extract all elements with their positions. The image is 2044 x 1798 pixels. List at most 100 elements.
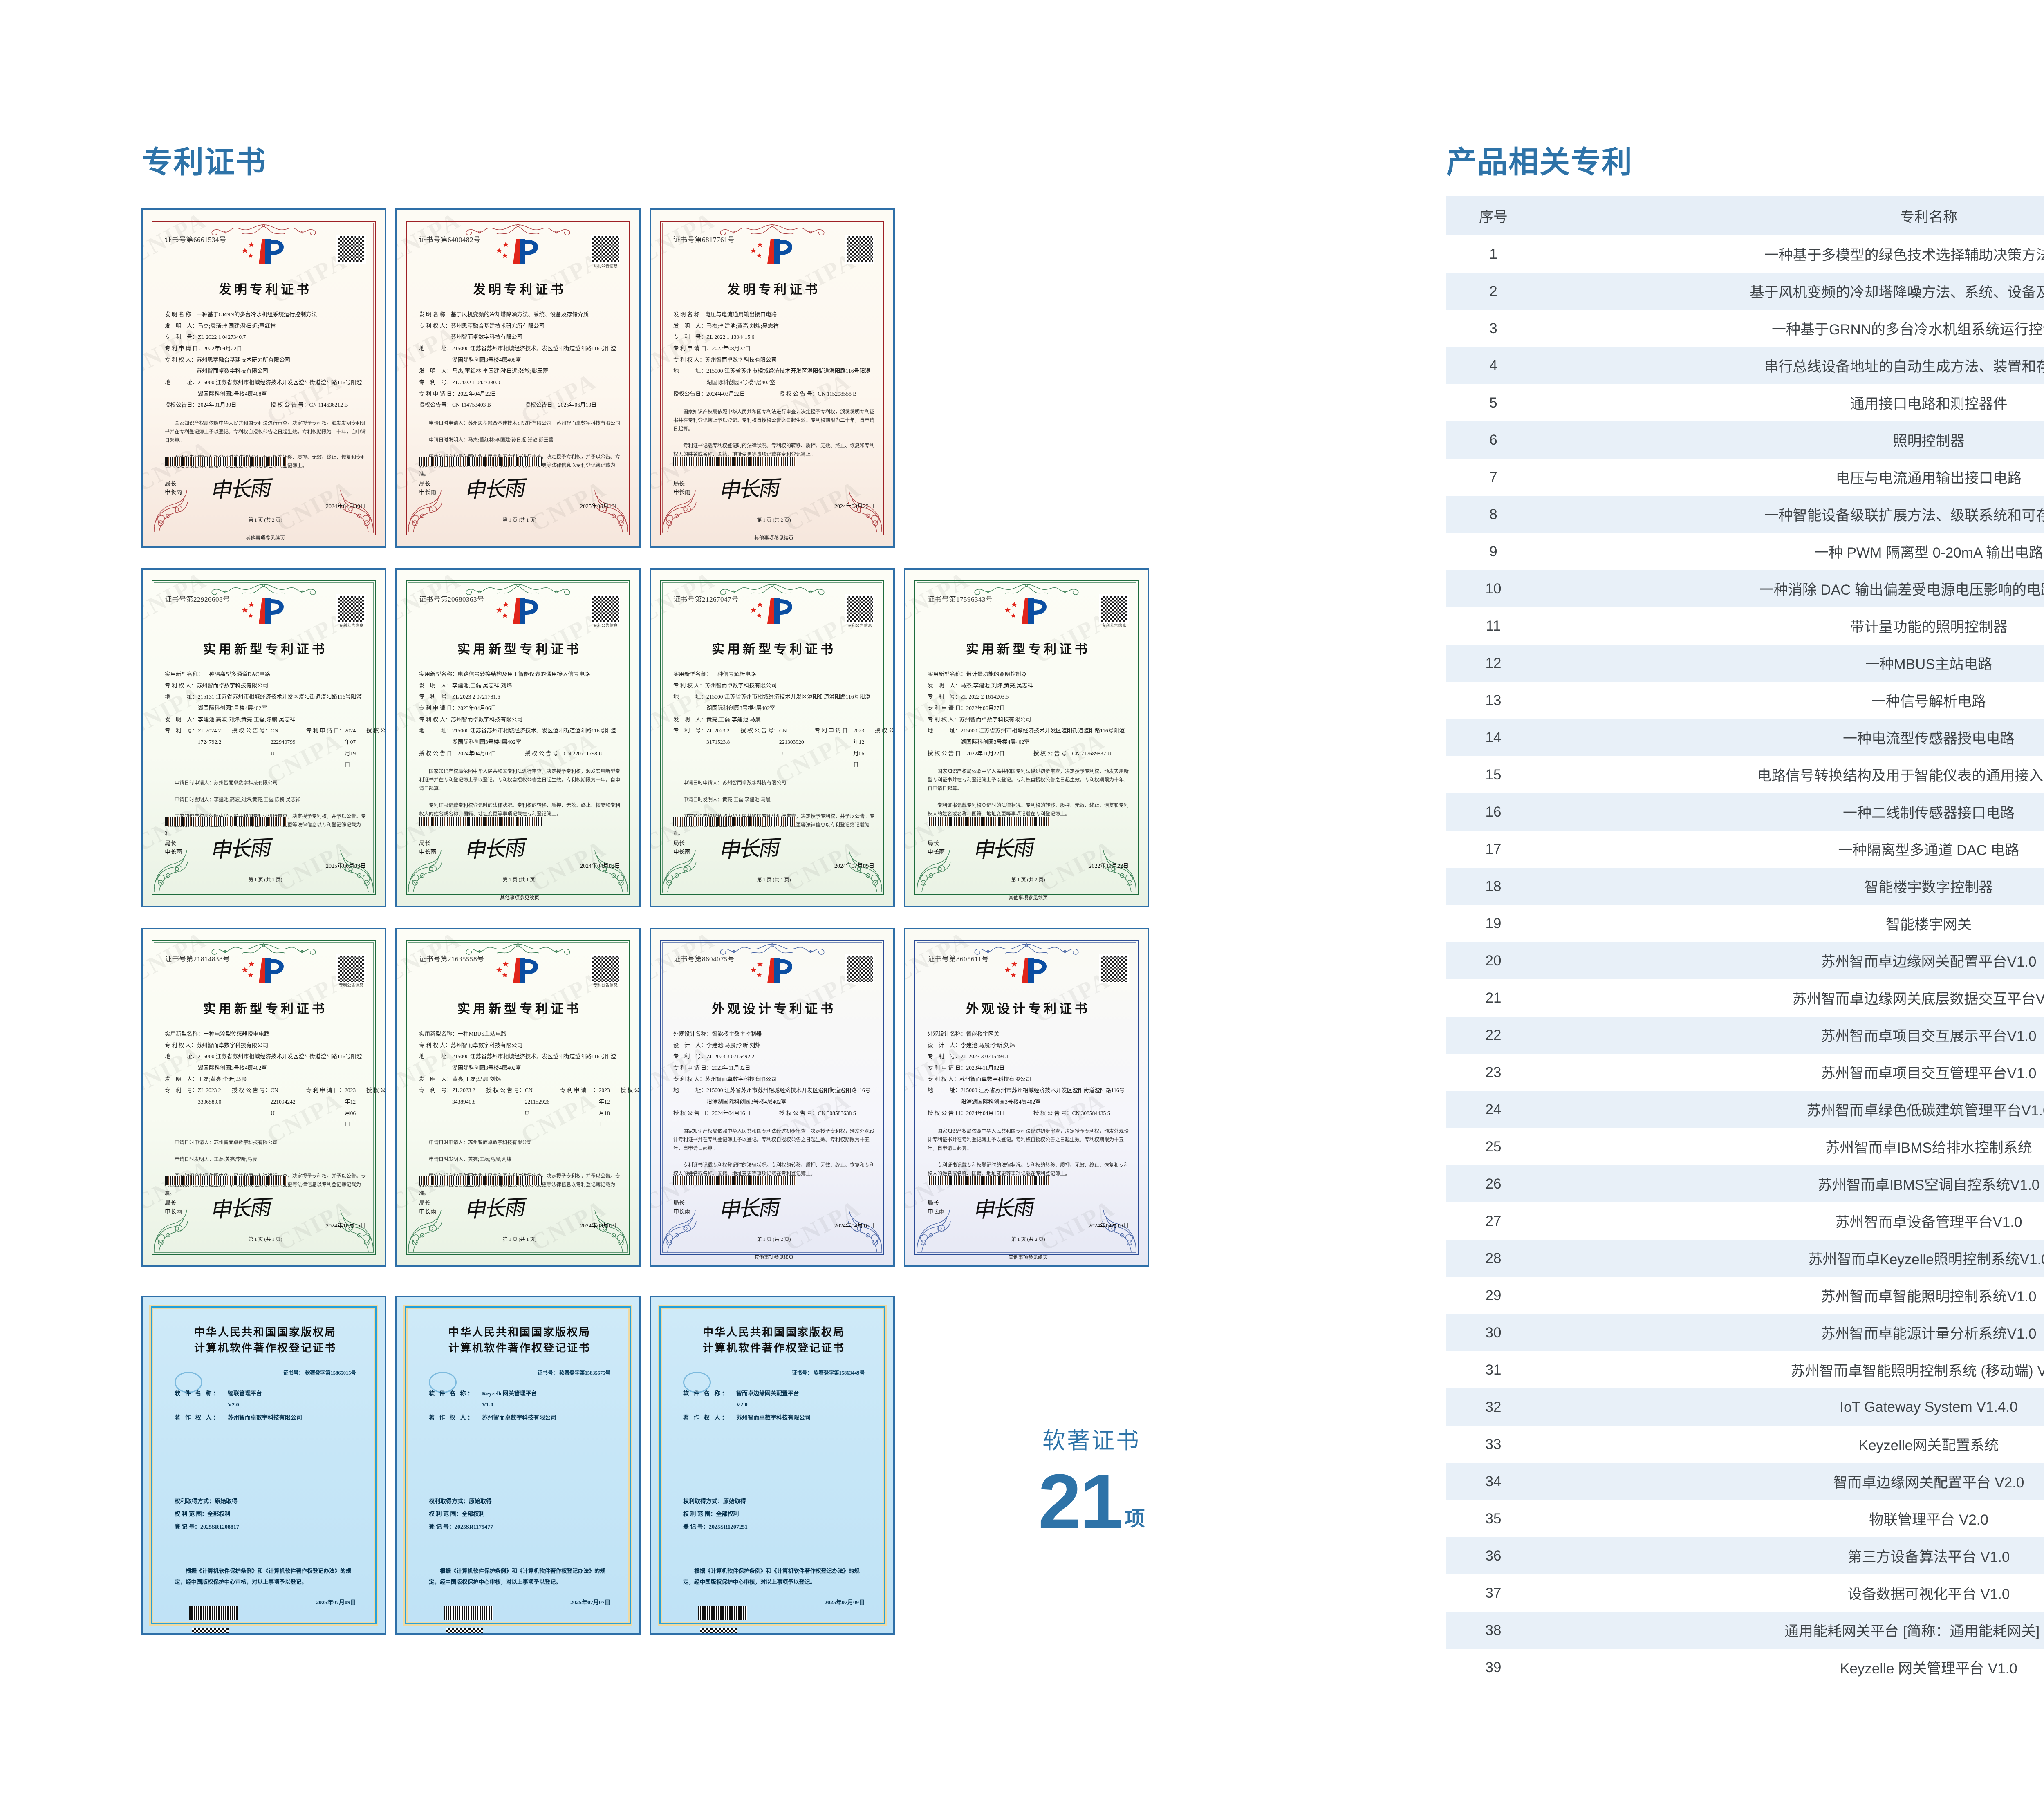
corner-ornament-icon <box>330 1208 375 1253</box>
certificate-card[interactable]: CNIPA CNIPA CNIPA CNIPA CNIPA CNIPA 证书号第… <box>141 568 386 907</box>
patent-table-head: 序号 专利名称 专利类型 <box>1446 196 2044 235</box>
director-signature: 申长雨 <box>209 477 269 503</box>
certificate-issuer-line2: 计算机软件著作权登记证书 <box>194 1342 336 1354</box>
certificate-issue-date: 2024年03月22日 <box>834 504 874 510</box>
corner-ornament-icon <box>661 849 706 893</box>
certificate-card[interactable]: CNIPA CNIPA CNIPA CNIPA CNIPA CNIPA 证书号第… <box>650 208 895 548</box>
certificate-card[interactable]: 中华人民共和国国家版权局 计算机软件著作权登记证书 证书号： 软著登字第1583… <box>395 1296 641 1635</box>
table-row: 3一种基于GRNN的多台冷水机组系统运行控制方法发明 <box>1446 310 2044 347</box>
patent-cell-name: 一种信号解析电路 <box>1871 694 1986 710</box>
certificate-statement: 国家知识产权局依照中华人民共和国专利法经过初步审查，决定授予专利权，颁发外观设计… <box>928 1128 1129 1151</box>
patent-cell-index: 11 <box>1486 618 1501 634</box>
cnipa-emblem-icon <box>241 955 290 986</box>
cnipa-emblem-icon <box>495 955 544 986</box>
patent-cell-name: 一种电流型传感器授电电路 <box>1842 731 2015 747</box>
patent-cell-name: 通用接口电路和测控器件 <box>1850 396 2008 412</box>
patent-cell-index: 14 <box>1485 729 1502 746</box>
director-label: 局长 <box>673 481 685 487</box>
patent-cell-name: 设备数据可视化平台 V1.0 <box>1847 1586 2010 1602</box>
patent-cell-index: 17 <box>1485 841 1502 857</box>
product-patent-table: 序号 专利名称 专利类型 1一种基于多模型的绿色技术选择辅助决策方法和系统发明2… <box>1446 196 2044 1686</box>
certificate-fields: 发 明 名 称： 基于风机变频的冷却塔降噪方法、系统、设备及存储介质专 利 权 人… <box>419 311 616 408</box>
certificate-issuer-line1: 中华人民共和国国家版权局 <box>448 1326 591 1338</box>
certificate-number: 证书号： 软著登字第15863449号 <box>791 1370 865 1376</box>
patent-cell-index: 21 <box>1485 990 1502 1006</box>
certificate-card[interactable]: CNIPA CNIPA CNIPA CNIPA CNIPA CNIPA 证书号第… <box>395 568 641 907</box>
certificate-number: 证书号第6661534号 <box>165 236 226 244</box>
certificate-issuer-line1: 中华人民共和国国家版权局 <box>702 1326 845 1338</box>
corner-ornament-icon <box>1093 849 1138 893</box>
director-name: 申长雨 <box>165 1209 182 1215</box>
patent-cell-name: 苏州智而卓项目交互管理平台V1.0 <box>1821 1066 2037 1081</box>
certificate-issue-date: 2025年06月03日 <box>326 863 366 869</box>
flourish-ornament-icon <box>202 943 325 956</box>
certificate-card[interactable]: CNIPA CNIPA CNIPA CNIPA CNIPA CNIPA 证书号第… <box>395 928 641 1267</box>
table-row: 33Keyzelle网关配置系统软著 <box>1446 1426 2044 1463</box>
cnipa-emblem-icon <box>749 595 798 626</box>
patent-cell-index: 32 <box>1485 1399 1502 1415</box>
certificate-card[interactable]: CNIPA CNIPA CNIPA CNIPA CNIPA CNIPA 证书号第… <box>904 928 1149 1267</box>
patent-cell-name: 基于风机变频的冷却塔降噪方法、系统、设备及存储介质 <box>1750 284 2044 300</box>
corner-ornament-icon <box>584 1208 629 1253</box>
director-block: 局长 申长雨 <box>673 1199 690 1216</box>
certificate-border <box>152 580 376 895</box>
director-signature: 申长雨 <box>717 1196 778 1223</box>
certificate-type-title: 实用新型专利证书 <box>203 642 327 656</box>
certificate-statement: 国家知识产权局依照中华人民共和国专利法经过初步审查，决定授予专利权，颁发实用新型… <box>928 768 1129 792</box>
certificate-statement: 专利证书记载专利权登记时的法律状况。专利权的转移、质押、无效、终止、恢复和专利权… <box>673 1162 875 1177</box>
page-title-patent-certificates: 专利证书 <box>142 145 267 179</box>
certificate-card[interactable]: CNIPA CNIPA CNIPA CNIPA CNIPA CNIPA 证书号第… <box>650 928 895 1267</box>
certificate-card[interactable]: 中华人民共和国国家版权局 计算机软件著作权登记证书 证书号： 软著登字第1586… <box>650 1296 895 1635</box>
patent-cell-index: 28 <box>1485 1250 1502 1266</box>
corner-ornament-icon <box>661 489 706 534</box>
certificate-number: 证书号第20680363号 <box>419 596 484 603</box>
certificate-card[interactable]: 中华人民共和国国家版权局 计算机软件著作权登记证书 证书号： 软著登字第1586… <box>141 1296 386 1635</box>
certificate-issue-date: 2025年06月13日 <box>580 504 620 510</box>
director-signature: 申长雨 <box>463 477 524 503</box>
table-row: 14一种电流型传感器授电电路实用新型 <box>1446 719 2044 756</box>
certificate-card[interactable]: CNIPA CNIPA CNIPA CNIPA CNIPA CNIPA 证书号第… <box>904 568 1149 907</box>
table-row: 12一种MBUS主站电路实用新型 <box>1446 645 2044 682</box>
certificate-number: 证书号第21267047号 <box>673 596 739 603</box>
certificate-card[interactable]: CNIPA CNIPA CNIPA CNIPA CNIPA CNIPA 证书号第… <box>650 568 895 907</box>
qr-code-icon <box>336 235 366 264</box>
certificate-statement: 国家知识产权局依照中华人民共和国专利法进行审查，决定授予专利权，颁发实用新型专利… <box>419 768 621 792</box>
corner-ornament-icon <box>407 489 452 534</box>
certificate-page-footer: 第 1 页 (共 1 页) <box>757 877 791 882</box>
corner-ornament-icon <box>584 849 629 893</box>
barcode-icon <box>419 817 542 826</box>
barcode-icon <box>698 1606 747 1620</box>
qr-code-icon <box>1099 954 1129 983</box>
cnipa-emblem-icon <box>1004 595 1053 626</box>
corner-ornament-icon <box>407 849 452 893</box>
patent-cell-name: 苏州智而卓Keyzelle照明控制系统V1.0 <box>1808 1252 2044 1267</box>
patent-cell-name: 一种MBUS主站电路 <box>1865 656 1992 672</box>
patent-cell-name: 苏州智而卓边缘网关底层数据交互平台V1.0 <box>1792 991 2044 1007</box>
table-row: 18智能楼宇数字控制器外观 <box>1446 868 2044 905</box>
qr-code-icon <box>845 235 874 264</box>
patent-cell-index: 39 <box>1485 1659 1502 1675</box>
flourish-ornament-icon <box>965 943 1088 956</box>
qr-code-icon <box>591 954 620 983</box>
patent-cell-index: 2 <box>1489 283 1497 299</box>
barcode-icon <box>673 817 796 826</box>
patent-cell-name: 一种基于多模型的绿色技术选择辅助决策方法和系统 <box>1764 247 2044 263</box>
certificate-border <box>660 221 884 535</box>
certificate-type-title: 外观设计专利证书 <box>712 1002 836 1016</box>
certificate-number: 证书号第21814838号 <box>165 955 230 963</box>
certificate-card[interactable]: CNIPA CNIPA CNIPA CNIPA CNIPA CNIPA 证书号第… <box>141 928 386 1267</box>
qr-code-icon <box>591 235 620 264</box>
official-seal-icon <box>683 1372 711 1393</box>
official-seal-icon <box>429 1372 457 1393</box>
qr-code-icon <box>192 1628 229 1633</box>
patent-cell-name: 电压与电流通用输出接口电路 <box>1836 470 2022 486</box>
certificate-issue-date: 2024年04月16日 <box>1089 1223 1129 1229</box>
certificate-card[interactable]: CNIPA CNIPA CNIPA CNIPA CNIPA CNIPA 证书号第… <box>141 208 386 548</box>
certificate-card[interactable]: CNIPA CNIPA CNIPA CNIPA CNIPA CNIPA 证书号第… <box>395 208 641 548</box>
director-name: 申长雨 <box>673 490 690 496</box>
